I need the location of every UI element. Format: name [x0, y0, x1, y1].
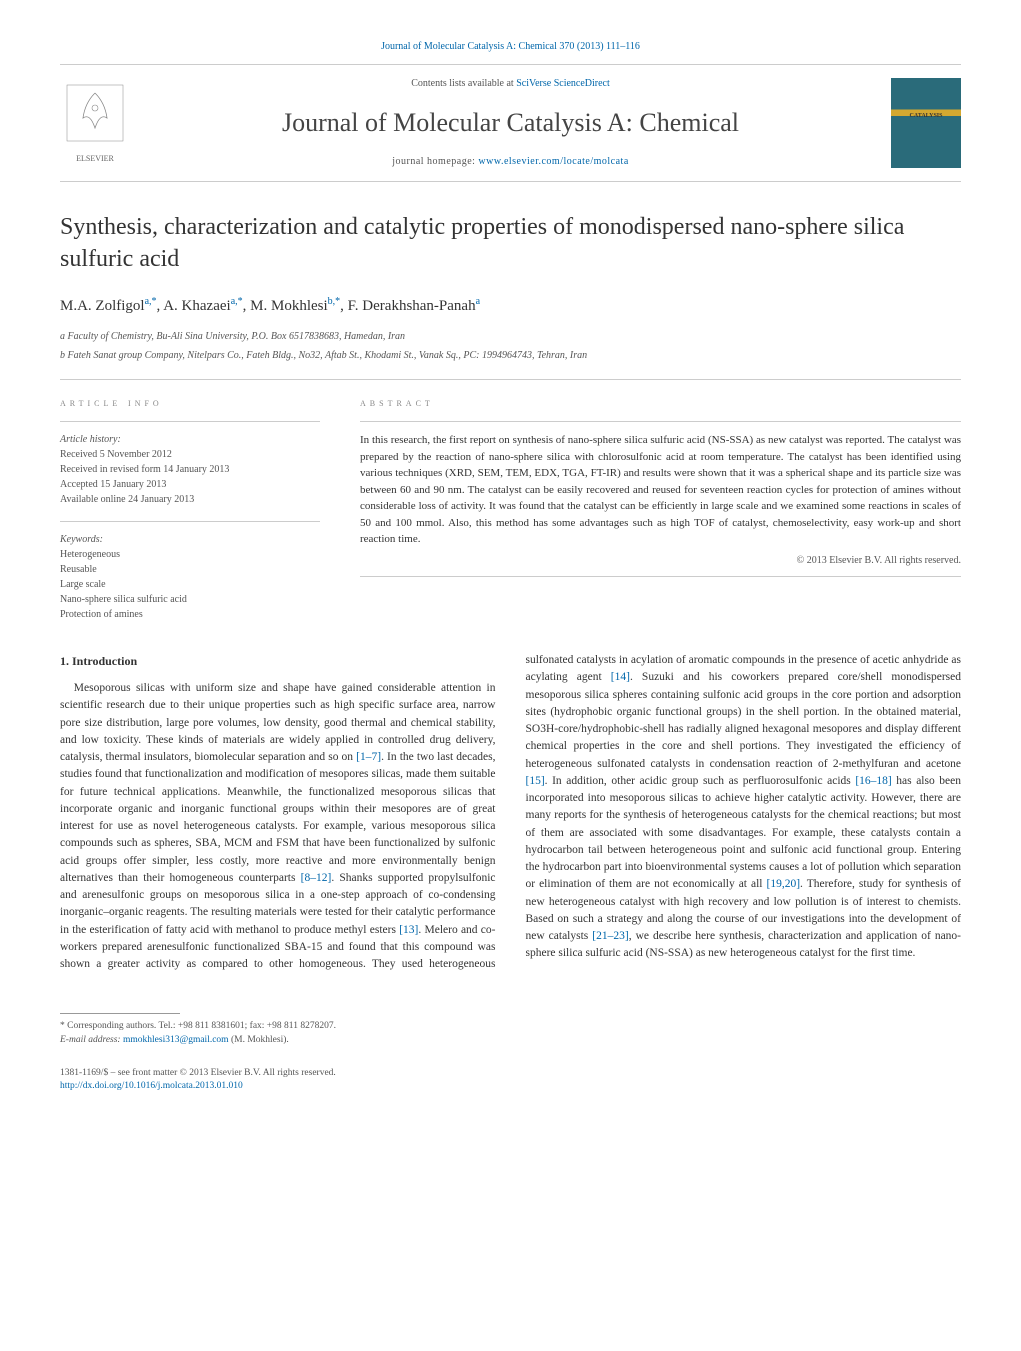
email-line: E-mail address: mmokhlesi313@gmail.com (…: [60, 1034, 961, 1047]
abstract-divider: [360, 421, 961, 422]
contents-prefix: Contents lists available at: [411, 78, 516, 89]
author-4: , F. Derakhshan-Panah: [340, 298, 475, 314]
history-label: Article history:: [60, 432, 320, 447]
abstract-heading: ABSTRACT: [360, 396, 961, 411]
body-paragraph-1: Mesoporous silicas with uniform size and…: [60, 652, 961, 973]
ref-link-2[interactable]: [8–12]: [301, 872, 332, 884]
author-1-sup: a,*: [145, 296, 157, 307]
p2d: has also been incorporated into mesoporo…: [526, 775, 962, 891]
info-divider: [60, 421, 320, 422]
author-3-sup: b,*: [328, 296, 341, 307]
ref-link-7[interactable]: [19,20]: [767, 878, 801, 890]
homepage-link[interactable]: www.elsevier.com/locate/molcata: [478, 156, 628, 167]
citation-link[interactable]: Journal of Molecular Catalysis A: Chemic…: [381, 41, 640, 52]
ref-link-4[interactable]: [14]: [611, 671, 630, 683]
email-suffix: (M. Mokhlesi).: [229, 1035, 289, 1045]
keyword-2: Reusable: [60, 562, 320, 577]
ref-link-3[interactable]: [13]: [399, 924, 418, 936]
author-1: M.A. Zolfigol: [60, 298, 145, 314]
email-label: E-mail address:: [60, 1035, 123, 1045]
homepage-line: journal homepage: www.elsevier.com/locat…: [150, 155, 871, 169]
revised-date: Received in revised form 14 January 2013: [60, 462, 320, 477]
keyword-4: Nano-sphere silica sulfuric acid: [60, 592, 320, 607]
affiliation-a: a Faculty of Chemistry, Bu-Ali Sina Univ…: [60, 329, 961, 344]
author-3: , M. Mokhlesi: [243, 298, 328, 314]
ref-link-8[interactable]: [21–23]: [592, 930, 628, 942]
info-abstract-row: ARTICLE INFO Article history: Received 5…: [60, 396, 961, 622]
keywords-label: Keywords:: [60, 532, 320, 547]
p2b: . Suzuki and his coworkers prepared core…: [526, 671, 962, 769]
intro-heading: 1. Introduction: [60, 652, 496, 670]
article-history: Article history: Received 5 November 201…: [60, 432, 320, 507]
keyword-5: Protection of amines: [60, 607, 320, 622]
header-center: Contents lists available at SciVerse Sci…: [150, 77, 871, 169]
p2c: . In addition, other acidic group such a…: [545, 775, 856, 787]
journal-name: Journal of Molecular Catalysis A: Chemic…: [150, 105, 871, 141]
keywords: Keywords: Heterogeneous Reusable Large s…: [60, 532, 320, 622]
abstract-copyright: © 2013 Elsevier B.V. All rights reserved…: [360, 554, 961, 568]
corresponding-line: * Corresponding authors. Tel.: +98 811 8…: [60, 1020, 961, 1033]
footnote-separator: [60, 1013, 180, 1014]
elsevier-logo: ELSEVIER: [60, 78, 130, 168]
bottom-bar: 1381-1169/$ – see front matter © 2013 El…: [60, 1067, 961, 1094]
authors-line: M.A. Zolfigola,*, A. Khazaeia,*, M. Mokh…: [60, 295, 961, 317]
author-2: , A. Khazaei: [157, 298, 231, 314]
abstract-column: ABSTRACT In this research, the first rep…: [360, 396, 961, 622]
accepted-date: Accepted 15 January 2013: [60, 477, 320, 492]
elsevier-text: ELSEVIER: [76, 153, 114, 164]
issn-copyright: 1381-1169/$ – see front matter © 2013 El…: [60, 1067, 961, 1080]
received-date: Received 5 November 2012: [60, 447, 320, 462]
ref-link-6[interactable]: [16–18]: [855, 775, 891, 787]
affiliation-b: b Fateh Sanat group Company, Nitelpars C…: [60, 348, 961, 363]
homepage-prefix: journal homepage:: [392, 156, 478, 167]
cover-label: CATALYSIS: [910, 112, 943, 120]
author-4-sup: a: [476, 296, 480, 307]
contents-available: Contents lists available at SciVerse Sci…: [150, 77, 871, 91]
p1b: . In the two last decades, studies found…: [60, 751, 496, 884]
sciencedirect-link[interactable]: SciVerse ScienceDirect: [516, 78, 610, 89]
author-2-sup: a,*: [231, 296, 243, 307]
abstract-text: In this research, the first report on sy…: [360, 432, 961, 548]
abstract-bottom-divider: [360, 576, 961, 577]
corresponding-footnote: * Corresponding authors. Tel.: +98 811 8…: [60, 1020, 961, 1047]
journal-header: ELSEVIER Contents lists available at Sci…: [60, 64, 961, 182]
journal-cover-thumbnail: CATALYSIS: [891, 78, 961, 168]
article-info-column: ARTICLE INFO Article history: Received 5…: [60, 396, 320, 622]
online-date: Available online 24 January 2013: [60, 492, 320, 507]
email-link[interactable]: mmokhlesi313@gmail.com: [123, 1035, 229, 1045]
article-info-heading: ARTICLE INFO: [60, 396, 320, 411]
keyword-3: Large scale: [60, 577, 320, 592]
ref-link-1[interactable]: [1–7]: [356, 751, 381, 763]
keywords-divider: [60, 521, 320, 522]
divider: [60, 379, 961, 380]
article-body: 1. Introduction Mesoporous silicas with …: [60, 652, 961, 973]
keyword-1: Heterogeneous: [60, 547, 320, 562]
doi-link[interactable]: http://dx.doi.org/10.1016/j.molcata.2013…: [60, 1081, 243, 1091]
article-title: Synthesis, characterization and catalyti…: [60, 212, 961, 274]
citation-line: Journal of Molecular Catalysis A: Chemic…: [60, 40, 961, 54]
elsevier-tree-icon: [65, 83, 125, 153]
ref-link-5[interactable]: [15]: [526, 775, 545, 787]
